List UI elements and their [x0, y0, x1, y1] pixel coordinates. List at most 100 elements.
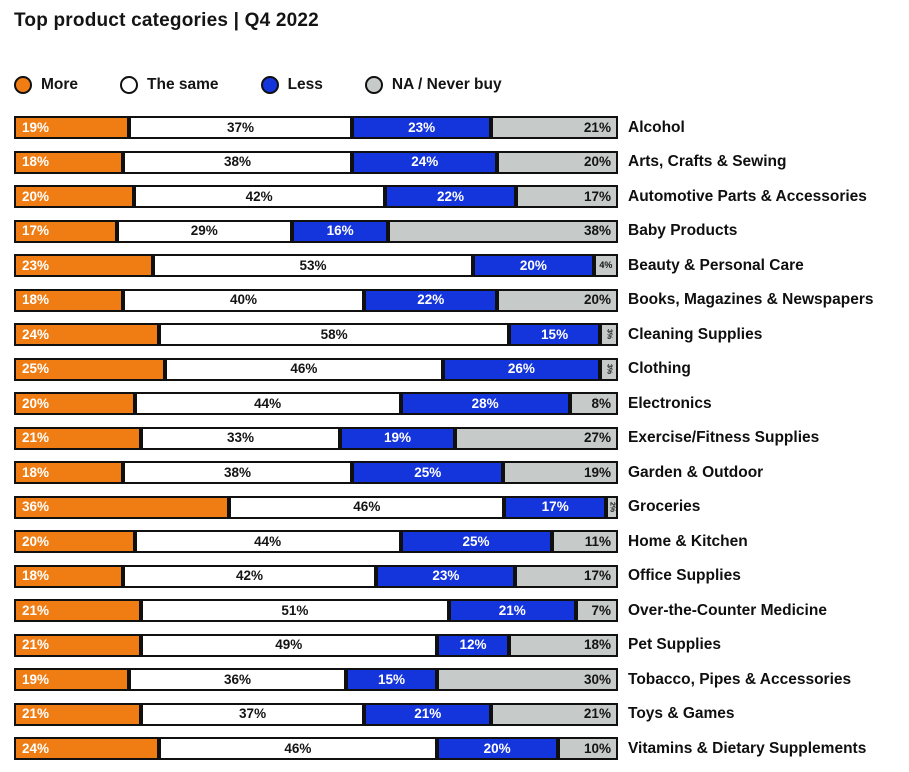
bar-segment-na: 38%	[388, 219, 618, 243]
bar-segment-more: 17%	[14, 219, 117, 243]
bar-segment-same: 33%	[140, 426, 341, 450]
bar-segment-less: 12%	[436, 633, 510, 657]
segment-value-label: 42%	[245, 188, 273, 204]
bar-segment-same: 49%	[140, 633, 437, 657]
bar-segment-less: 16%	[291, 219, 389, 243]
segment-value-label: 15%	[377, 671, 405, 687]
bar-segment-more: 19%	[14, 116, 129, 139]
bar-segment-same: 37%	[140, 702, 365, 726]
segment-value-label: 20%	[519, 257, 547, 273]
segment-value-label: 28%	[471, 395, 499, 411]
category-label: Exercise/Fitness Supplies	[628, 429, 820, 447]
segment-value-label: 19%	[22, 119, 50, 135]
segment-value-label: 21%	[22, 706, 50, 722]
category-label: Office Supplies	[628, 567, 741, 585]
segment-value-label: 37%	[226, 119, 254, 135]
bar-segment-more: 21%	[14, 702, 141, 726]
segment-value-label: 20%	[22, 395, 50, 411]
bar-segment-same: 40%	[122, 288, 365, 312]
bar-segment-na: 17%	[515, 564, 618, 588]
chart-row: 21% 37% 21% 21% Toys & Games	[14, 702, 909, 726]
segment-value-label: 21%	[583, 706, 611, 722]
bar-segment-less: 21%	[448, 599, 576, 622]
chart-row: 19% 36% 15% 30% Tobacco, Pipes & Accessories	[14, 668, 909, 691]
bar-segment-na: 21%	[491, 702, 618, 726]
bar-segment-more: 24%	[14, 737, 159, 760]
bar-segment-more: 19%	[14, 668, 129, 691]
bar-segment-same: 58%	[158, 323, 510, 346]
segment-value-label: 20%	[483, 740, 511, 756]
bar-segment-less: 20%	[436, 737, 558, 760]
category-label: Cleaning Supplies	[628, 325, 763, 343]
category-label: Groceries	[628, 498, 701, 516]
segment-value-label: 2%	[608, 501, 616, 513]
bar-segment-same: 53%	[152, 254, 474, 277]
segment-value-label: 42%	[236, 568, 264, 584]
segment-value-label: 20%	[583, 154, 611, 170]
segment-value-label: 18%	[22, 292, 50, 308]
segment-value-label: 20%	[583, 292, 611, 308]
segment-value-label: 25%	[414, 464, 442, 480]
segment-value-label: 22%	[417, 292, 445, 308]
stacked-bar: 23% 53% 20% 4%	[14, 254, 618, 277]
segment-value-label: 44%	[254, 395, 282, 411]
bar-segment-less: 15%	[509, 323, 600, 346]
segment-value-label: 53%	[299, 257, 327, 273]
bar-segment-na: 4%	[593, 254, 618, 277]
legend-label: More	[41, 76, 79, 93]
segment-value-label: 18%	[22, 154, 50, 170]
bar-segment-more: 18%	[14, 288, 123, 312]
chart-row: 18% 40% 22% 20% Books, Magazines & Newspaper…	[14, 288, 909, 312]
bar-segment-more: 23%	[14, 254, 153, 277]
segment-value-label: 38%	[583, 223, 611, 239]
bar-segment-less: 19%	[340, 426, 455, 450]
segment-value-label: 4%	[599, 260, 613, 270]
bar-segment-na: 30%	[436, 668, 618, 691]
stacked-bar: 20% 44% 28% 8%	[14, 392, 618, 415]
legend-item-same: The same	[120, 76, 219, 94]
segment-value-label: 51%	[281, 602, 309, 618]
bar-segment-same: 42%	[122, 564, 377, 588]
bar-segment-less: 22%	[364, 288, 498, 312]
bar-segment-less: 23%	[376, 564, 516, 588]
stacked-bar: 20% 42% 22% 17%	[14, 185, 618, 208]
segment-value-label: 21%	[22, 430, 50, 446]
segment-value-label: 46%	[290, 361, 318, 377]
segment-value-label: 49%	[275, 637, 303, 653]
segment-value-label: 25%	[22, 361, 50, 377]
bar-segment-same: 44%	[134, 392, 401, 415]
legend: More The same Less NA / Never buy	[14, 76, 909, 94]
stacked-bar: 18% 42% 23% 17%	[14, 564, 618, 588]
segment-value-label: 23%	[22, 257, 50, 273]
bar-segment-na: 20%	[497, 150, 618, 174]
segment-value-label: 23%	[432, 568, 460, 584]
segment-value-label: 21%	[583, 119, 611, 135]
bar-segment-more: 20%	[14, 392, 135, 415]
bar-segment-na: 21%	[491, 116, 618, 139]
stacked-bar: 18% 40% 22% 20%	[14, 288, 618, 312]
segment-value-label: 58%	[320, 326, 348, 342]
bar-segment-na: 17%	[516, 185, 618, 208]
segment-value-label: 12%	[459, 637, 487, 653]
bar-segment-more: 36%	[14, 495, 230, 519]
bar-segment-na: 3%	[599, 357, 618, 381]
chart-rows: 19% 37% 23% 21% Alcohol 18% 38% 24% 20% Arts, Cra…	[14, 116, 909, 760]
bar-segment-na: 10%	[557, 737, 618, 760]
stacked-bar: 20% 44% 25% 11%	[14, 530, 618, 553]
chart-row: 21% 49% 12% 18% Pet Supplies	[14, 633, 909, 657]
bar-segment-less: 23%	[352, 116, 492, 139]
chart-row: 24% 58% 15% 3% Cleaning Supplies	[14, 323, 909, 346]
segment-value-label: 3%	[605, 363, 613, 375]
bar-segment-same: 29%	[116, 219, 292, 243]
bar-segment-less: 26%	[442, 357, 600, 381]
chart-row: 20% 44% 25% 11% Home & Kitchen	[14, 530, 909, 553]
bar-segment-less: 21%	[364, 702, 492, 726]
chart-row: 18% 38% 24% 20% Arts, Crafts & Sewing	[14, 150, 909, 174]
segment-value-label: 33%	[226, 430, 254, 446]
segment-value-label: 25%	[462, 533, 490, 549]
legend-label: NA / Never buy	[391, 76, 502, 93]
page-title: Top product categories | Q4 2022	[14, 10, 319, 31]
bar-segment-more: 21%	[14, 599, 141, 622]
segment-value-label: 38%	[223, 154, 251, 170]
